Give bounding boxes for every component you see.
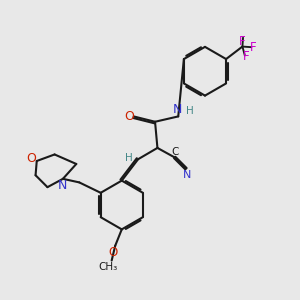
Text: F: F [239,35,246,48]
Text: H: H [125,153,133,163]
Text: F: F [243,50,249,63]
Text: H: H [186,106,194,116]
Text: N: N [173,103,182,116]
Text: C: C [171,147,178,157]
Text: O: O [108,246,118,259]
Text: O: O [26,152,36,165]
Text: N: N [183,170,192,180]
Text: N: N [57,179,67,192]
Text: F: F [250,41,256,54]
Text: O: O [124,110,134,123]
Text: CH₃: CH₃ [98,262,118,272]
